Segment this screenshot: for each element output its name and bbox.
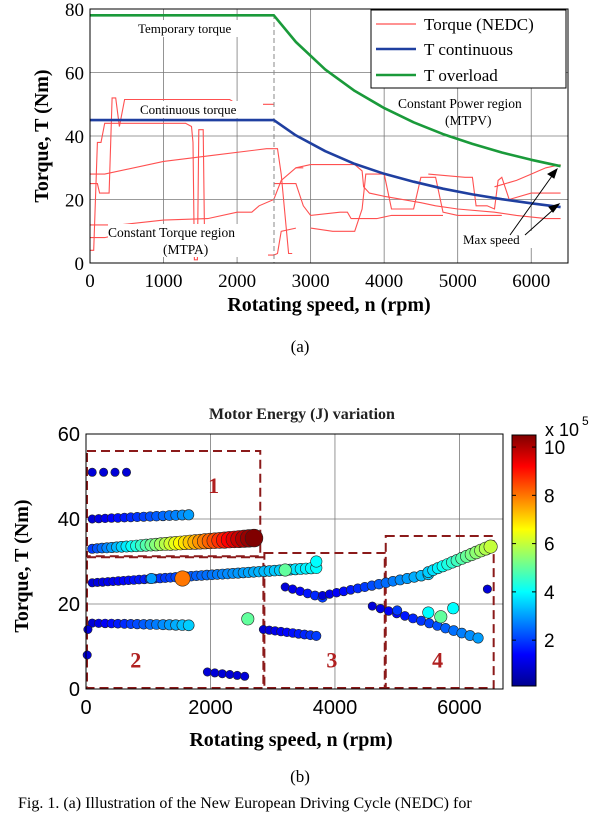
colorbar-tick-label: 8 xyxy=(544,486,555,507)
scatter-point xyxy=(367,601,377,611)
y-axis-label-a: Torque, T (Nm) xyxy=(31,69,53,202)
x-tick-label-a: 4000 xyxy=(365,271,403,292)
chart-title-b: Motor Energy (J) variation xyxy=(209,406,395,423)
colorbar-tick-label: 6 xyxy=(544,535,555,556)
series-torque-nedc-segment xyxy=(273,183,443,220)
scatter-point xyxy=(183,509,195,521)
series-torque-nedc-segment xyxy=(494,164,561,188)
legend-label-t-overload: T overload xyxy=(424,66,498,85)
scatter-point xyxy=(422,606,435,619)
figure-caption: Fig. 1. (a) Illustration of the New Euro… xyxy=(18,795,472,812)
scatter-point xyxy=(383,606,394,616)
scatter-point xyxy=(232,670,242,680)
x-axis-label-a: Rotating speed, n (rpm) xyxy=(227,294,430,316)
x-tick-label-b: 6000 xyxy=(437,697,482,719)
scatter-point xyxy=(240,671,250,681)
y-tick-label-b: 0 xyxy=(69,679,80,701)
x-tick-label-b: 4000 xyxy=(313,697,358,719)
x-tick-label-b: 2000 xyxy=(188,697,233,719)
series-torque-nedc-segment xyxy=(90,148,293,255)
x-tick-label-a: 6000 xyxy=(512,271,550,292)
x-tick-label-a: 5000 xyxy=(439,271,477,292)
panel-label-b: (b) xyxy=(290,767,310,786)
panel-label-a: (a) xyxy=(291,337,310,356)
series-torque-nedc-segment xyxy=(428,173,561,210)
colorbar: 2 4 6 8 10 x 10 5 xyxy=(511,414,589,687)
scatter-point xyxy=(482,584,492,594)
annotation-continuous-torque: Continuous torque xyxy=(140,102,237,117)
scatter-point xyxy=(82,650,92,660)
scatter-point xyxy=(241,612,255,626)
scatter-point xyxy=(483,539,498,554)
y-axis-label-b: Torque, T (Nm) xyxy=(11,499,33,632)
region-box-3 xyxy=(263,552,386,689)
y-tick-label-a: 80 xyxy=(65,0,84,21)
colorbar-tick-label: 2 xyxy=(544,631,555,652)
scatter-point xyxy=(225,669,235,679)
scatter-point xyxy=(99,467,109,477)
annotation-temporary-torque: Temporary torque xyxy=(138,21,232,36)
x-tick-label-a: 3000 xyxy=(292,271,330,292)
scatter-point xyxy=(311,630,322,641)
region-label-3: 3 xyxy=(326,647,337,672)
max-speed-arrows xyxy=(509,167,561,236)
scatter-point xyxy=(400,611,410,621)
x-tick-label-a: 1000 xyxy=(145,271,183,292)
legend-label-torque-nedc: Torque (NEDC) xyxy=(424,15,534,34)
scatter-point xyxy=(244,528,264,548)
annotation-max-speed: Max speed xyxy=(463,232,520,247)
legend-label-t-continuous: T continuous xyxy=(424,40,513,59)
scatter-point xyxy=(182,619,195,632)
colorbar-tick-label: 10 xyxy=(544,438,565,459)
series-torque-nedc-segment xyxy=(90,167,304,226)
y-tick-label-b: 60 xyxy=(58,424,80,446)
scatter-point xyxy=(447,602,460,615)
panel-a-chart: 0 1000 2000 3000 4000 5000 6000 0 20 40 60 80 Torqu… xyxy=(31,0,569,356)
scatter-point xyxy=(110,467,120,477)
scatter-point xyxy=(310,555,323,568)
scatter-point xyxy=(83,624,93,634)
scatter-point xyxy=(472,632,484,644)
y-tick-label-a: 60 xyxy=(65,64,84,85)
annotation-mtpa: (MTPA) xyxy=(163,242,208,257)
x-axis-label-b: Rotating speed, n (rpm) xyxy=(189,729,392,751)
scatter-point xyxy=(278,563,292,577)
scatter-point xyxy=(375,603,386,614)
annotation-mtpv: (MTPV) xyxy=(445,113,492,128)
scatter-point xyxy=(434,610,448,624)
series-torque-nedc-segment xyxy=(310,173,502,232)
annotation-constant-power: Constant Power region xyxy=(398,96,522,111)
annotation-constant-torque: Constant Torque region xyxy=(108,225,235,240)
colorbar-multiplier: x 10 xyxy=(545,420,579,440)
legend: Torque (NEDC) T continuous T overload xyxy=(370,9,567,89)
y-tick-label-a: 0 xyxy=(75,254,85,275)
scatter-point xyxy=(145,572,157,584)
y-tick-label-a: 20 xyxy=(65,191,84,212)
x-tick-label-b: 0 xyxy=(80,697,91,719)
colorbar-tick-label: 4 xyxy=(544,583,555,604)
x-tick-label-a: 0 xyxy=(85,271,95,292)
series-t-continuous xyxy=(90,118,561,209)
colorbar-exponent: 5 xyxy=(582,414,589,428)
y-tick-label-b: 20 xyxy=(58,594,80,616)
scatter-point xyxy=(210,668,220,678)
y-tick-label-b: 40 xyxy=(58,509,80,531)
scatter-point xyxy=(217,669,227,679)
series-torque-nedc-segment xyxy=(90,122,208,261)
scatter-point xyxy=(87,467,97,477)
region-box-4 xyxy=(384,535,495,689)
scatter-point xyxy=(202,667,212,677)
region-label-4: 4 xyxy=(432,647,443,672)
y-tick-label-a: 40 xyxy=(65,127,84,148)
region-label-1: 1 xyxy=(208,473,219,498)
panel-b-chart: Motor Energy (J) variation 12 3 4 0 2000 400… xyxy=(11,406,589,786)
series-t-overload xyxy=(90,14,561,168)
scatter-point xyxy=(122,467,132,477)
x-tick-label-a: 2000 xyxy=(218,271,256,292)
region-label-2: 2 xyxy=(130,647,141,672)
scatter-point xyxy=(392,605,403,616)
scatter-point xyxy=(174,570,191,587)
